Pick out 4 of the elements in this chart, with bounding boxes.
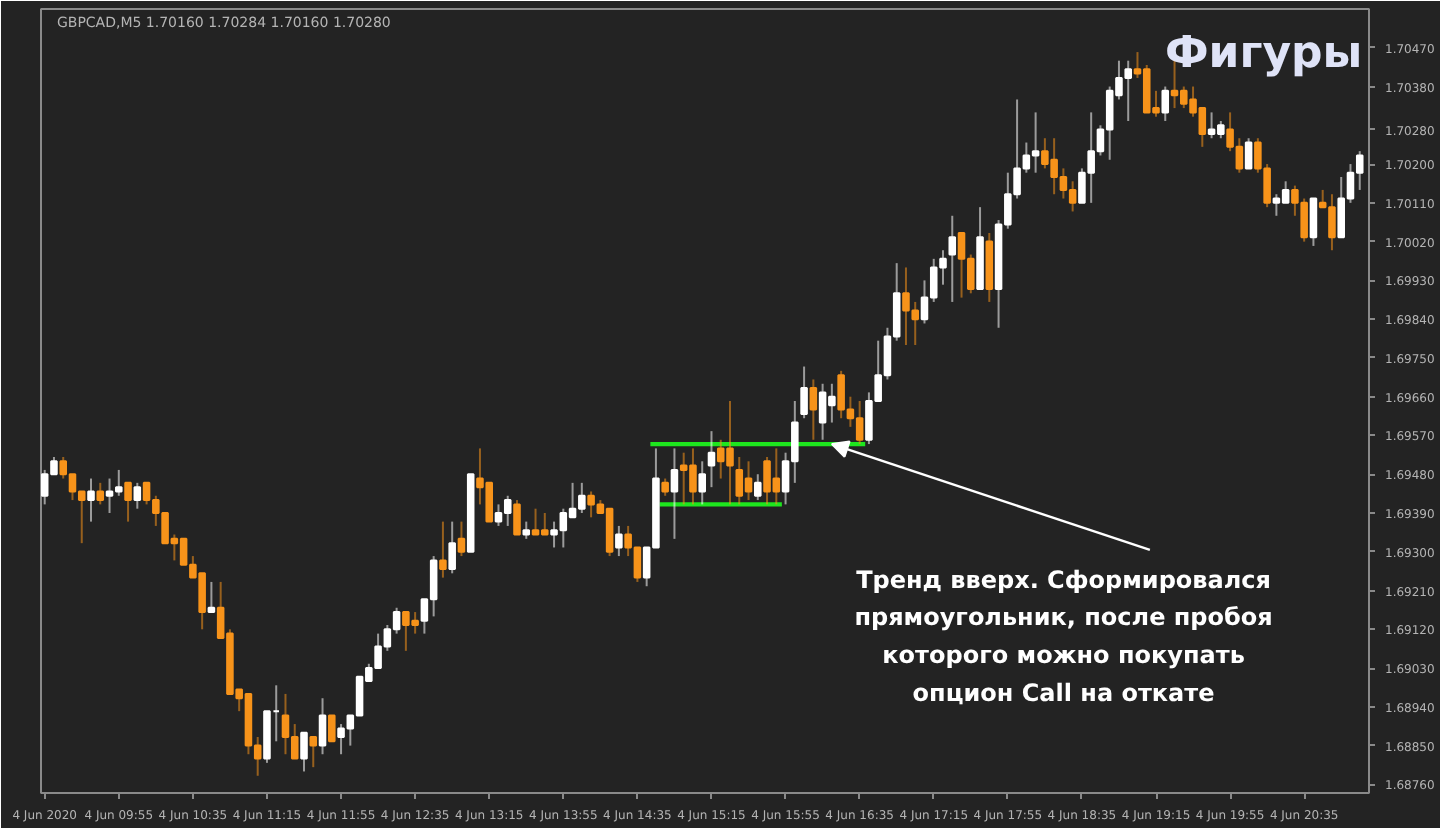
- annotation: Тренд вверх. Сформировался прямоугольник, после пробоя которого можно покупать опцион Call на откате: [854, 565, 1273, 708]
- candlestick: [328, 714, 336, 743]
- text: Фигуры: [1164, 28, 1363, 79]
- candlestick: [263, 710, 271, 764]
